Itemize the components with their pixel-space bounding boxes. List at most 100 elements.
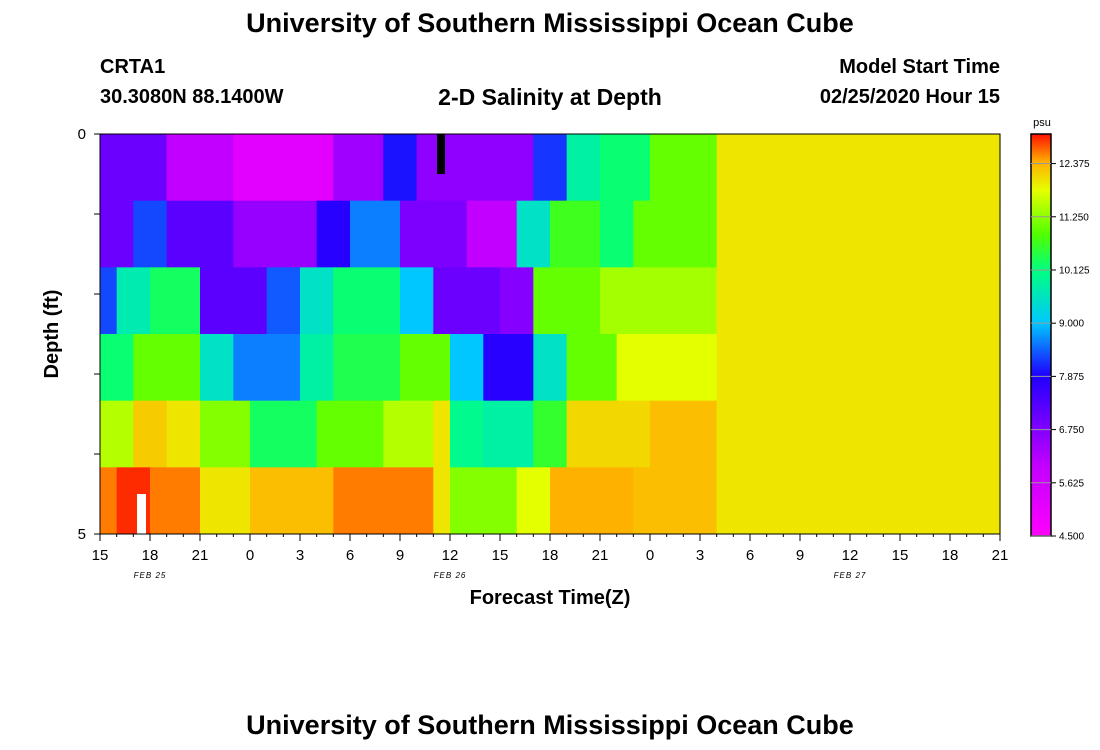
heatmap-cell	[400, 334, 451, 402]
heatmap-cell	[616, 334, 718, 402]
heatmap-cell	[516, 200, 551, 268]
heatmap-cell	[416, 134, 534, 202]
heatmap-cell	[433, 267, 501, 335]
heatmap-cell	[333, 334, 401, 402]
heatmap-cell	[533, 134, 568, 202]
heatmap-cell	[600, 134, 651, 202]
x-tick-label: 15	[492, 547, 509, 564]
heatmap-cell	[100, 334, 134, 402]
heatmap-cell	[433, 400, 451, 468]
heatmap-cell	[716, 134, 1001, 202]
heatmap-cell	[166, 200, 234, 268]
model-start-time: 02/25/2020 Hour 15	[819, 86, 1000, 108]
colorbar-tick-label: 9.000	[1059, 319, 1084, 330]
x-tick-label: 21	[592, 547, 609, 564]
x-tick-label: 3	[296, 547, 304, 564]
colorbar-tick-label: 11.250	[1059, 212, 1089, 223]
colorbar-tick-label: 4.500	[1059, 532, 1084, 543]
heatmap-cell	[483, 334, 534, 402]
colorbar	[1030, 133, 1052, 537]
x-tick-label: 15	[892, 547, 909, 564]
heatmap-cell	[650, 134, 718, 202]
x-date-label: FEB 27	[834, 571, 867, 580]
x-date-label: FEB 26	[434, 571, 467, 580]
heatmap-cell	[533, 267, 601, 335]
heatmap-cell	[383, 134, 418, 202]
heatmap-cell	[466, 200, 518, 268]
heatmap-cell	[166, 400, 201, 468]
y-axis: 05	[78, 126, 100, 543]
x-tick-label: 0	[246, 547, 254, 564]
heatmap-cell	[116, 267, 151, 335]
heatmap-cell	[500, 267, 534, 335]
heatmap-cell	[133, 200, 168, 268]
heatmap-cell	[333, 267, 401, 335]
heatmap-cell	[450, 467, 518, 535]
plot-title: 2-D Salinity at Depth	[438, 84, 662, 110]
heatmap-cell	[600, 200, 634, 268]
heatmap-cell	[100, 134, 168, 202]
heatmap-cell	[233, 334, 301, 402]
heatmap-cell	[633, 200, 718, 268]
x-tick-label: 12	[442, 547, 459, 564]
heatmap-cell	[450, 334, 484, 402]
x-tick-label: 15	[92, 547, 109, 564]
colorbar-tick-label: 10.125	[1059, 265, 1090, 276]
colorbar-ticks: 12.375 11.250 10.125 9.000 7.875 6.750 5.625 4.…	[1031, 159, 1090, 543]
heatmap-cell	[233, 200, 318, 268]
x-tick-label: 6	[746, 547, 754, 564]
heatmap-cell	[550, 467, 634, 535]
heatmap-cell	[516, 467, 551, 535]
page-title: University of Southern Mississippi Ocean…	[246, 8, 854, 38]
heatmap-cell	[400, 200, 468, 268]
heatmap-cell	[200, 267, 268, 335]
heatmap-cell	[716, 267, 1001, 335]
x-tick-label: 3	[696, 547, 704, 564]
heatmap-cell	[100, 467, 118, 535]
heatmap-cell	[300, 334, 334, 402]
heatmap-cell	[350, 200, 401, 268]
heatmap-cell	[316, 200, 351, 268]
heatmap-cell	[566, 334, 618, 402]
x-tick-label: 6	[346, 547, 354, 564]
missing-data-mark	[437, 134, 445, 174]
heatmap-cell	[300, 267, 334, 335]
x-axis: 15 18 21 0 3 6 9 12 15 18 21 0 3 6 9 12 15 18 21 FEB 25 FEB …	[92, 534, 1009, 580]
heatmap-cell	[200, 467, 251, 535]
heatmap-cell	[383, 400, 434, 468]
x-tick-label: 12	[842, 547, 859, 564]
heatmap-cell	[716, 334, 1001, 402]
x-axis-label: Forecast Time(Z)	[470, 587, 631, 609]
x-tick-label: 21	[992, 547, 1009, 564]
heatmap-cell	[333, 467, 434, 535]
colorbar-tick-label: 6.750	[1059, 425, 1084, 436]
missing-data-mark	[137, 494, 146, 534]
x-tick-label: 21	[192, 547, 209, 564]
heatmap-cell	[433, 467, 451, 535]
heatmap-cell	[483, 400, 534, 468]
heatmap-cell	[333, 134, 384, 202]
heatmap-cell	[133, 400, 168, 468]
colorbar-unit: psu	[1033, 117, 1051, 129]
x-tick-label: 9	[796, 547, 804, 564]
heatmap-cell	[250, 400, 318, 468]
y-tick-label: 0	[78, 126, 86, 143]
heatmap-cell	[150, 467, 201, 535]
x-tick-label: 0	[646, 547, 654, 564]
x-tick-label: 18	[542, 547, 559, 564]
x-tick-label: 9	[396, 547, 404, 564]
station-id: CRTA1	[100, 56, 166, 78]
x-tick-label: 18	[142, 547, 159, 564]
heatmap-cell	[100, 267, 118, 335]
heatmap-cell	[716, 400, 1001, 468]
heatmap-cell	[100, 400, 134, 468]
heatmap-cell	[266, 267, 301, 335]
heatmap-cell	[150, 267, 201, 335]
heatmap-cell	[316, 400, 384, 468]
x-date-label: FEB 25	[134, 571, 167, 580]
heatmap-cell	[550, 200, 601, 268]
x-tick-label: 18	[942, 547, 959, 564]
station-coordinates: 30.3080N 88.1400W	[100, 86, 284, 108]
heatmap-cell	[533, 400, 568, 468]
